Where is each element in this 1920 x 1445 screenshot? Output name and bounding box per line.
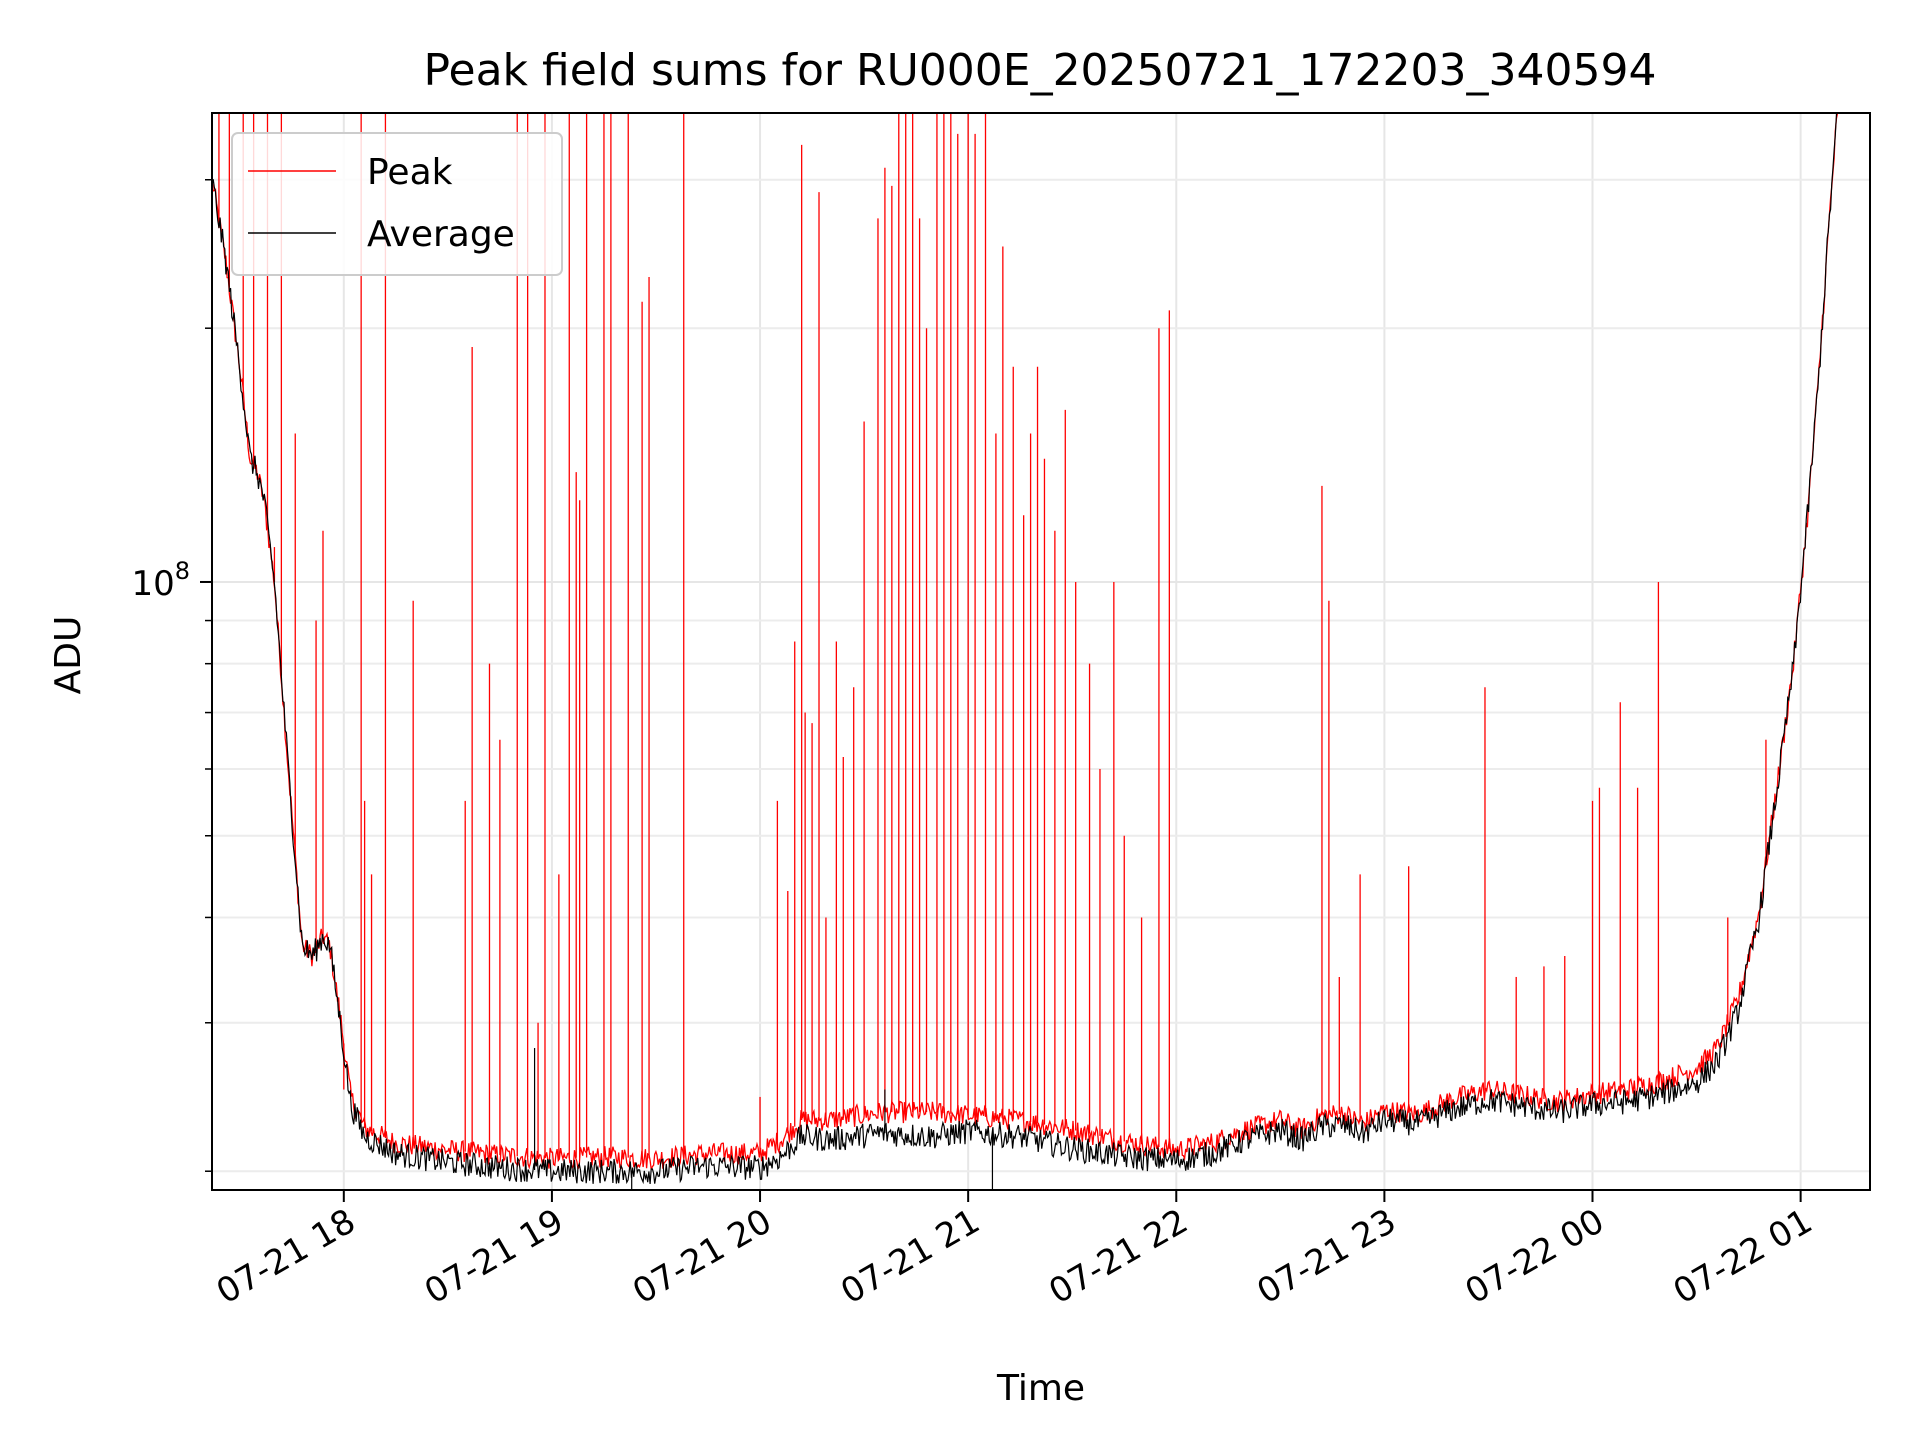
plot-frame (211, 112, 1871, 1191)
y-axis-label: ADU (48, 616, 89, 695)
y-tick-label-base: 10 (131, 564, 174, 604)
x-axis: 07-21 18 07-21 19 07-21 20 07-21 21 07-21 22… (210, 1190, 1819, 1312)
grid (212, 113, 1870, 1190)
average-series-line (212, 113, 1839, 1185)
x-axis-label: Time (996, 1368, 1085, 1409)
x-tick-label: 07-22 00 (1459, 1201, 1611, 1312)
x-tick-label: 07-21 18 (210, 1201, 362, 1312)
legend-box (231, 132, 563, 276)
y-tick-label-exponent: 8 (175, 557, 190, 585)
x-tick-label: 07-21 22 (1042, 1201, 1194, 1312)
x-tick-label: 07-21 19 (418, 1201, 570, 1312)
x-tick-label: 07-21 23 (1250, 1201, 1402, 1312)
legend: Peak Average (231, 132, 563, 276)
x-tick-label: 07-21 21 (834, 1201, 986, 1312)
y-axis: 108 (131, 179, 212, 1172)
y-tick-label: 108 (131, 557, 190, 604)
chart-title: Peak field sums for RU000E_20250721_1722… (424, 45, 1657, 96)
x-tick-label: 07-22 01 (1667, 1201, 1819, 1312)
x-tick-label: 07-21 20 (626, 1201, 778, 1312)
legend-label-average: Average (367, 214, 515, 255)
legend-label-peak: Peak (367, 152, 453, 193)
